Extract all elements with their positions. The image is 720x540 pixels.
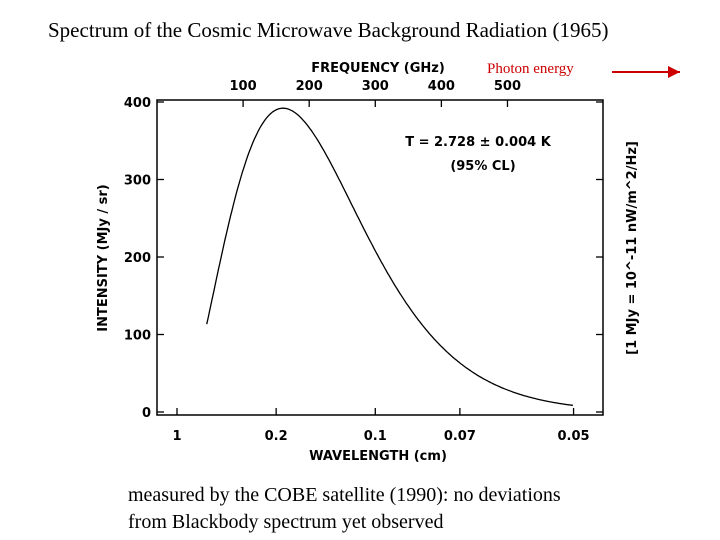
y-tick-label: 100	[124, 329, 151, 344]
blackbody-curve	[206, 107, 573, 407]
bottom-tick-label: 0.2	[265, 429, 288, 444]
page-title: Spectrum of the Cosmic Microwave Backgro…	[48, 18, 609, 42]
x2-axis-label: FREQUENCY (GHz)	[311, 61, 445, 76]
top-tick-label: 300	[362, 79, 389, 94]
bottom-axis-tick-labels: 1 0.2 0.1 0.07 0.05	[172, 429, 589, 444]
top-axis-ticks	[242, 100, 509, 107]
caption-line-1: measured by the COBE satellite (1990): n…	[128, 484, 561, 506]
y-tick-label: 200	[124, 251, 151, 266]
top-tick-label: 200	[296, 79, 323, 94]
x-axis-label: WAVELENGTH (cm)	[309, 449, 447, 464]
y2-axis-label: [1 MJy = 10^-11 nW/m^2/Hz]	[625, 141, 640, 355]
y-tick-label: 300	[124, 174, 151, 189]
top-tick-label: 100	[230, 79, 257, 94]
y-axis-label: INTENSITY (MJy / sr)	[96, 184, 111, 331]
y-axis-tick-labels: 0 100 200 300 400	[124, 96, 151, 421]
bottom-tick-label: 0.1	[364, 429, 387, 444]
bottom-tick-label: 1	[172, 429, 181, 444]
confidence-annotation: (95% CL)	[450, 159, 515, 174]
top-tick-label: 500	[494, 79, 521, 94]
caption-line-2: from Blackbody spectrum yet observed	[128, 511, 444, 533]
bottom-axis-ticks	[176, 408, 575, 415]
temperature-annotation: T = 2.728 ± 0.004 K	[405, 135, 552, 150]
caption: measured by the COBE satellite (1990): n…	[128, 482, 708, 536]
bottom-tick-label: 0.05	[558, 429, 590, 444]
photon-energy-label: Photon energy	[487, 61, 574, 77]
y-tick-label: 400	[124, 96, 151, 111]
top-tick-label: 400	[428, 79, 455, 94]
y-tick-label: 0	[142, 406, 151, 421]
top-axis-tick-labels: 100 200 300 400 500	[230, 79, 522, 94]
bottom-tick-label: 0.07	[444, 429, 476, 444]
y-axis-ticks	[157, 101, 603, 413]
